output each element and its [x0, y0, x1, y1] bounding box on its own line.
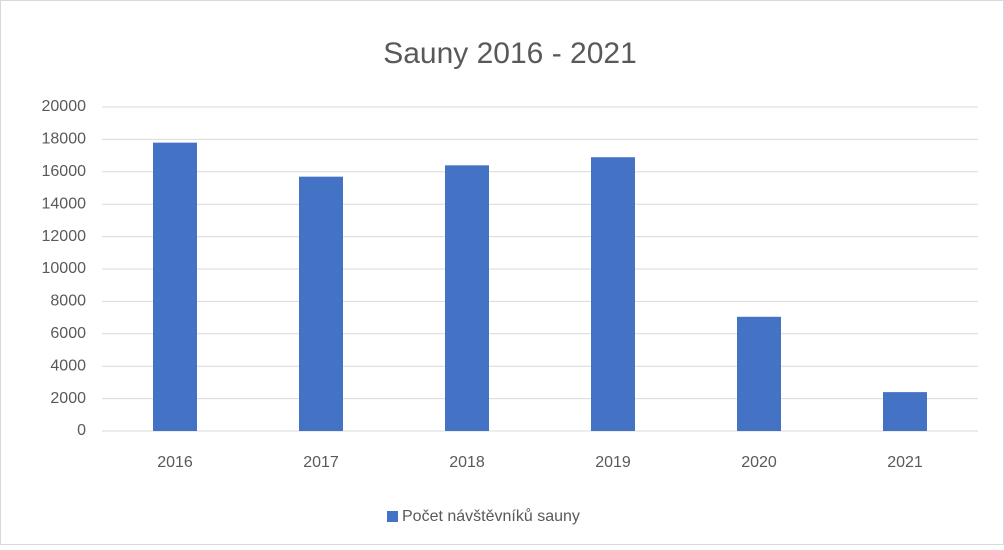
legend-swatch — [387, 511, 398, 522]
y-tick-label: 0 — [77, 422, 86, 439]
y-tick-label: 14000 — [42, 195, 87, 212]
y-tick-label: 4000 — [50, 357, 86, 374]
x-tick-label: 2019 — [595, 454, 631, 471]
bar — [591, 157, 635, 431]
bar — [737, 316, 781, 431]
bar — [299, 176, 343, 431]
x-tick-label: 2021 — [887, 454, 923, 471]
x-tick-label: 2018 — [449, 454, 485, 471]
x-tick-label: 2016 — [157, 454, 193, 471]
y-tick-label: 2000 — [50, 390, 86, 407]
y-tick-label: 16000 — [42, 163, 87, 180]
x-tick-label: 2017 — [303, 454, 339, 471]
y-tick-label: 8000 — [50, 293, 86, 310]
x-tick-label: 2020 — [741, 454, 777, 471]
legend-label: Počet návštěvníků sauny — [402, 507, 580, 525]
y-tick-label: 6000 — [50, 325, 86, 342]
bar — [883, 392, 927, 431]
y-tick-label: 18000 — [42, 131, 87, 148]
y-tick-label: 12000 — [42, 228, 87, 245]
bar — [153, 142, 197, 431]
y-tick-label: 10000 — [42, 260, 87, 277]
chart-title: Sauny 2016 - 2021 — [383, 37, 637, 70]
bar — [445, 165, 489, 431]
y-tick-label: 20000 — [42, 98, 87, 115]
